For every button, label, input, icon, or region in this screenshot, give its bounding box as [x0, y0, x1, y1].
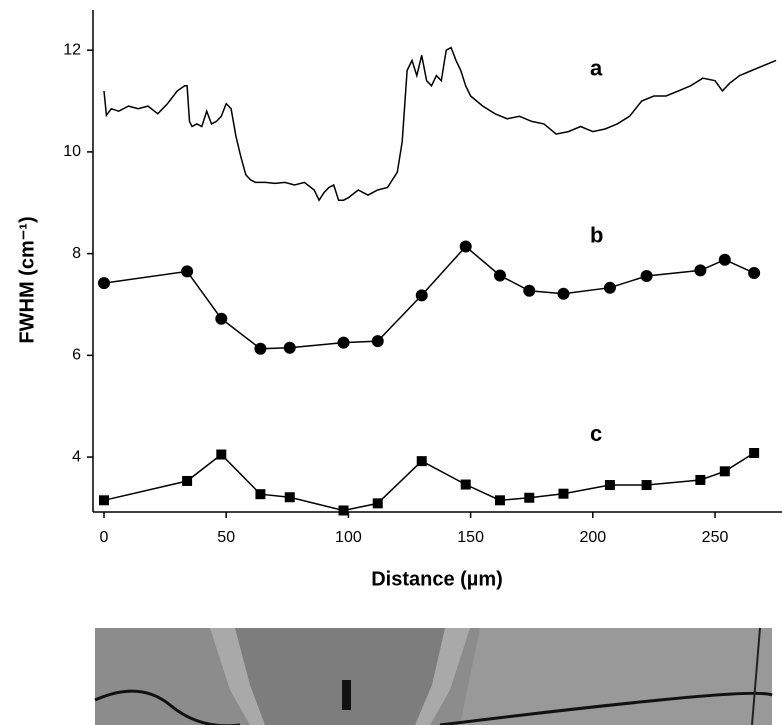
micrograph [94, 627, 773, 725]
marker [415, 289, 428, 302]
y-axis-label: FWHM (cm⁻¹) [16, 216, 38, 343]
series-line [103, 245, 755, 350]
marker [372, 498, 383, 509]
x-tick-label: 50 [217, 529, 235, 546]
y-tick-label: 8 [72, 245, 81, 262]
x-tick-label: 150 [457, 529, 484, 546]
marker [641, 480, 652, 491]
marker [254, 342, 267, 355]
marker [694, 264, 707, 277]
marker [371, 335, 384, 348]
marker [338, 505, 349, 516]
series-line [103, 46, 777, 202]
marker [558, 488, 569, 499]
marker [603, 281, 616, 294]
marker [718, 253, 731, 266]
marker [493, 269, 506, 282]
y-tick-label: 12 [63, 41, 81, 58]
marker [255, 489, 266, 500]
marker [97, 277, 110, 290]
marker [337, 336, 350, 349]
marker [460, 479, 471, 490]
y-tick-label: 10 [63, 143, 81, 160]
marker [416, 456, 427, 467]
marker [283, 341, 296, 354]
marker [284, 492, 295, 503]
marker [523, 284, 536, 297]
marker [524, 492, 535, 503]
marker [695, 474, 706, 485]
marker [98, 495, 109, 506]
x-tick-label: 200 [579, 529, 606, 546]
marker [459, 240, 472, 253]
x-tick-label: 0 [100, 529, 109, 546]
marker [640, 270, 653, 283]
marker [216, 449, 227, 460]
series-label: b [590, 222, 603, 247]
y-tick-label: 4 [72, 448, 81, 465]
series-label: c [590, 421, 602, 446]
marker [181, 265, 194, 278]
marker [719, 466, 730, 477]
x-tick-label: 250 [702, 529, 729, 546]
marker [182, 475, 193, 486]
marker [748, 266, 761, 279]
series-label: a [590, 55, 603, 80]
marker [604, 480, 615, 491]
marker [749, 448, 760, 459]
y-tick-label: 6 [72, 347, 81, 364]
x-axis-label: Distance (µm) [371, 568, 503, 590]
marker [215, 312, 228, 325]
marker [494, 495, 505, 506]
marker [557, 287, 570, 300]
x-tick-label: 100 [335, 529, 362, 546]
series-line [103, 452, 755, 512]
